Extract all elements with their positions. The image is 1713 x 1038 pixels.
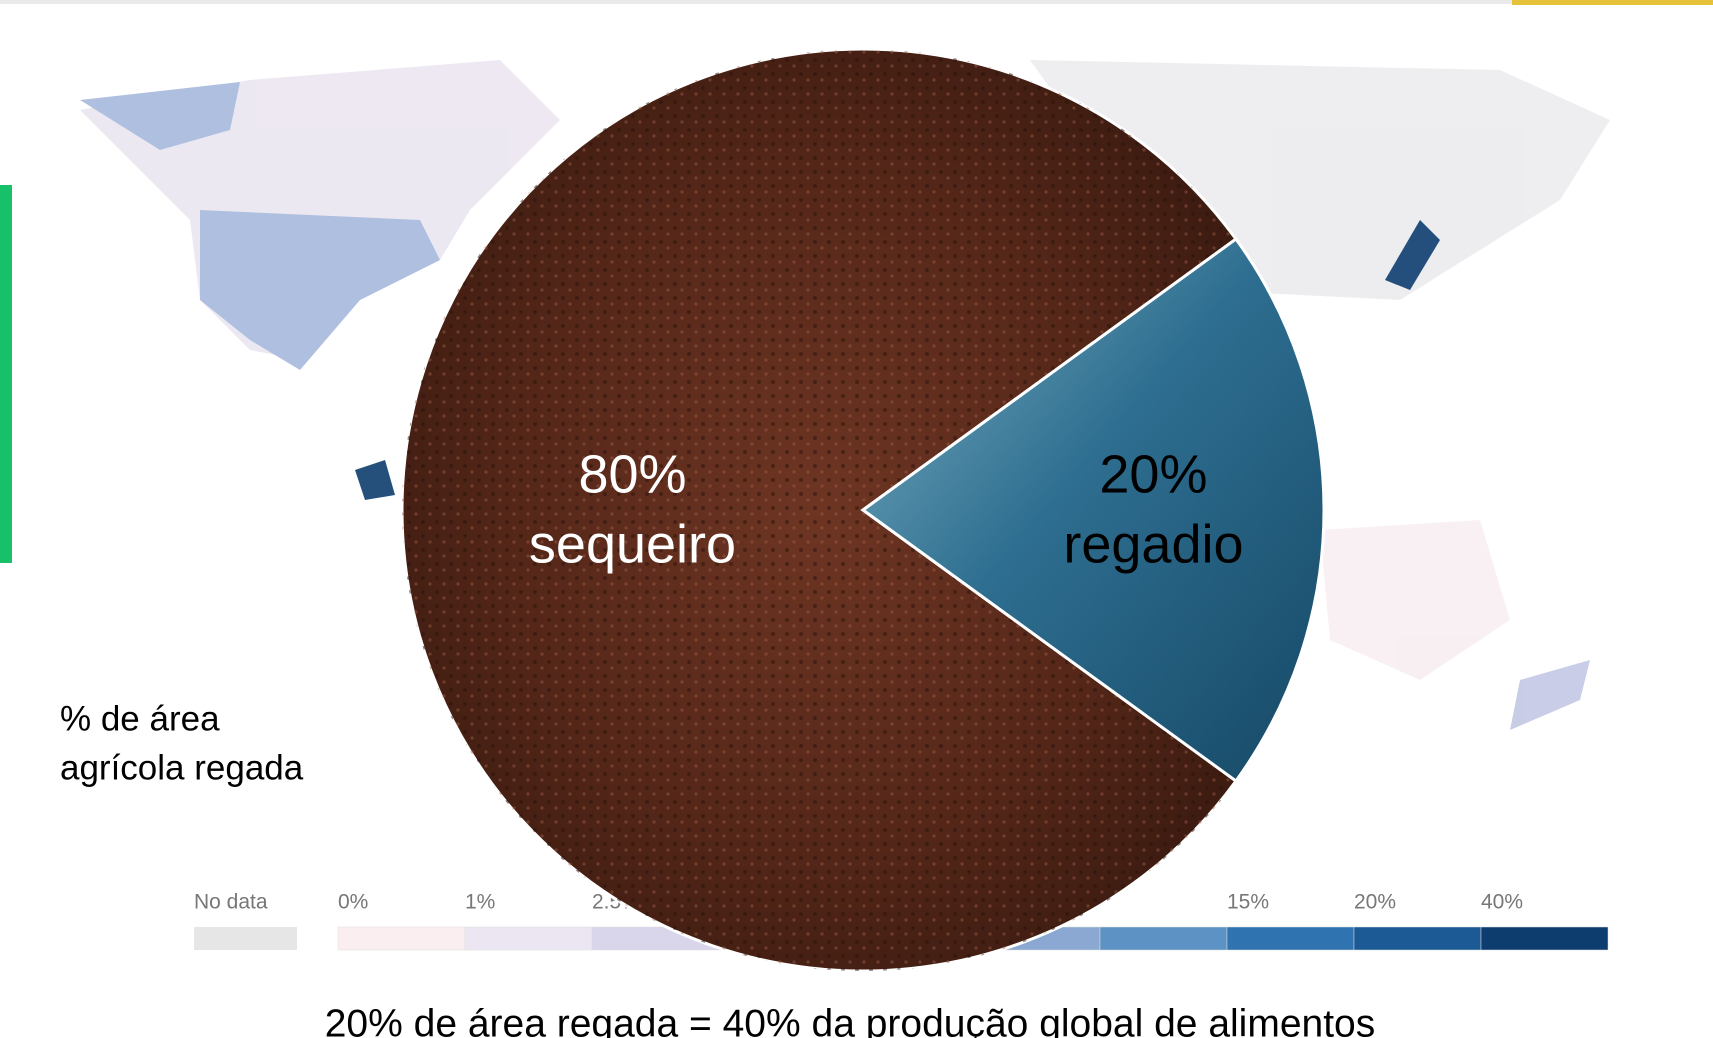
map-usa xyxy=(200,210,440,370)
value-label: 20% xyxy=(1099,444,1207,504)
map-japan xyxy=(1385,220,1440,290)
legend-bin xyxy=(1226,926,1355,951)
legend-label: 1% xyxy=(465,891,495,914)
map-alaska xyxy=(80,82,240,150)
slice-label: sequeiro xyxy=(529,514,736,574)
top-border xyxy=(0,0,1713,4)
map-ecuador xyxy=(355,460,395,500)
no-data-swatch xyxy=(194,927,297,950)
legend-label: No data xyxy=(194,891,268,914)
slice-label: regadio xyxy=(1063,514,1243,574)
legend-label: 20% xyxy=(1354,891,1396,914)
legend-label: 40% xyxy=(1481,891,1523,914)
legend-bin xyxy=(1353,926,1482,951)
map-australia xyxy=(1320,520,1510,680)
accent-bar xyxy=(1512,0,1713,5)
value-label: 80% xyxy=(578,444,686,504)
map-new-zealand xyxy=(1510,660,1590,730)
pie-slice xyxy=(860,236,1326,784)
legend-label: 15% xyxy=(1227,891,1269,914)
side-bar xyxy=(0,185,12,563)
legend-label: 0% xyxy=(338,891,368,914)
legend-bin xyxy=(337,926,466,951)
legend-title: % de área xyxy=(60,699,220,738)
slice-texture xyxy=(402,48,1236,972)
legend-bin xyxy=(1099,926,1228,951)
legend-title: agrícola regada xyxy=(60,748,304,787)
legend-bin xyxy=(464,926,593,951)
caption: 20% de área regada = 40% da produção glo… xyxy=(325,1002,1376,1038)
pie: 80% sequeiro 20% regadio xyxy=(400,47,1326,973)
legend-bin xyxy=(1480,926,1609,951)
